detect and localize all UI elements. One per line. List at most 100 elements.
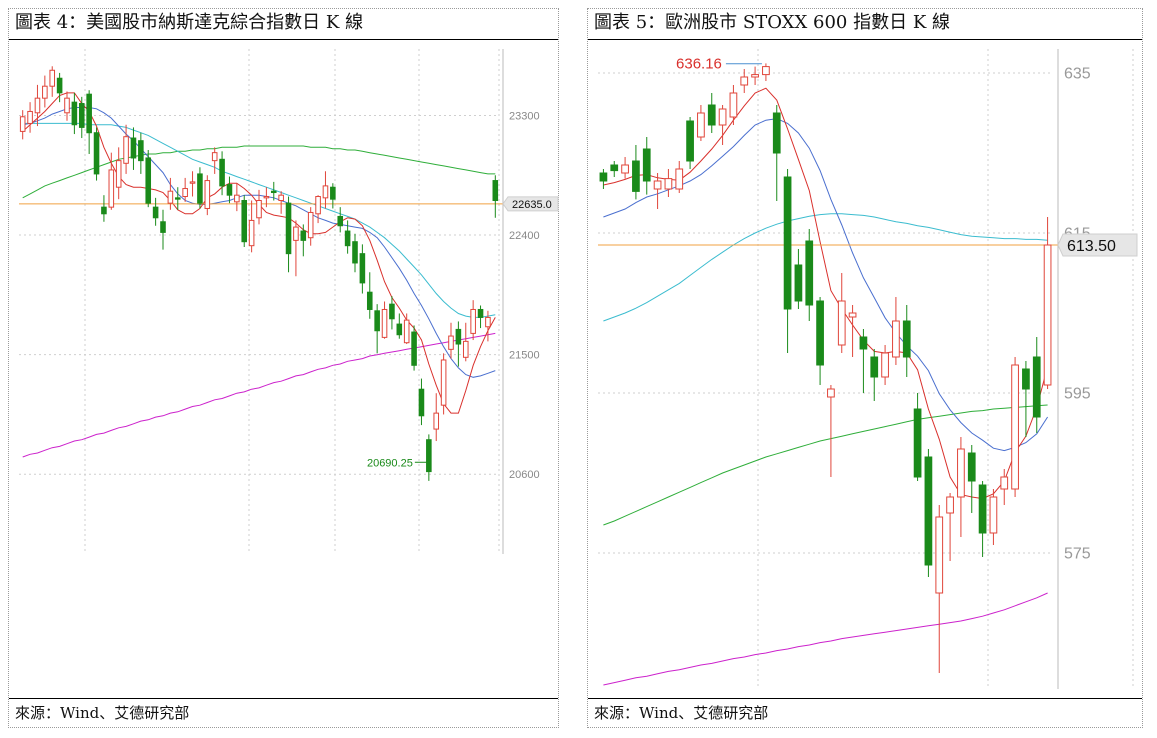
nasdaq-chart-panel: 圖表 4：美國股市納斯達克綜合指數日 K 線 20600 21500 22400 23… bbox=[8, 8, 559, 728]
candle-down bbox=[632, 160, 640, 192]
ma10-line bbox=[603, 118, 1049, 452]
candle-down bbox=[642, 148, 651, 182]
candle-down bbox=[902, 320, 911, 358]
panel-source-stoxx600: 來源：Wind、艾德研究部 bbox=[588, 698, 1142, 727]
candle-up bbox=[485, 316, 491, 328]
candle-down bbox=[337, 215, 344, 227]
candle-down bbox=[924, 456, 933, 566]
candle-down bbox=[610, 164, 619, 172]
candle-down bbox=[285, 202, 292, 255]
candle-up bbox=[751, 74, 759, 78]
candle-up bbox=[34, 97, 41, 114]
candle-down bbox=[859, 336, 868, 350]
candle-up bbox=[470, 308, 476, 334]
candle-down bbox=[794, 264, 803, 302]
candle-down bbox=[352, 241, 358, 264]
high-annotation-text: 636.16 bbox=[676, 56, 722, 73]
candle-down bbox=[160, 221, 166, 233]
candle-up bbox=[1000, 476, 1009, 490]
candle-up bbox=[740, 76, 749, 86]
candle-up bbox=[49, 69, 56, 87]
ma10-line bbox=[22, 107, 496, 378]
candle-up bbox=[322, 185, 329, 199]
candle-up bbox=[675, 168, 684, 190]
candle-up bbox=[762, 66, 770, 76]
candle-down bbox=[86, 93, 92, 134]
candle-down bbox=[686, 120, 694, 162]
candle-up bbox=[293, 226, 299, 241]
candle-down bbox=[772, 112, 781, 154]
candle-up bbox=[167, 190, 174, 204]
candle-down bbox=[197, 173, 203, 204]
candle-down bbox=[426, 439, 432, 473]
candle-down bbox=[477, 308, 484, 318]
candle-up bbox=[108, 169, 115, 208]
candle-down bbox=[1032, 356, 1041, 418]
candle-down bbox=[599, 172, 608, 182]
candle-up bbox=[64, 97, 70, 114]
candle-up bbox=[462, 340, 469, 358]
candle-up bbox=[115, 160, 122, 188]
last-price-label: 22635.0 bbox=[502, 196, 559, 212]
candle-up bbox=[718, 108, 727, 126]
candle-up bbox=[837, 300, 846, 346]
stoxx600-chart-panel: 圖表 5：歐洲股市 STOXX 600 指數日 K 線 575595615635… bbox=[587, 8, 1143, 728]
candle-down bbox=[455, 328, 462, 345]
candle-up bbox=[653, 180, 662, 190]
last-price-box bbox=[1057, 233, 1138, 257]
candle-down bbox=[241, 200, 248, 243]
candle-up bbox=[935, 516, 944, 594]
last-price-box bbox=[502, 196, 559, 212]
candle-up bbox=[892, 320, 900, 358]
candle-down bbox=[300, 230, 307, 241]
nasdaq-candlestick-chart: 20600 21500 22400 23300 22635.0 20690.25 bbox=[19, 49, 559, 554]
y-tick-label: 23300 bbox=[509, 110, 540, 122]
candle-up bbox=[946, 496, 954, 514]
candle-up bbox=[278, 194, 284, 201]
candle-up bbox=[433, 412, 440, 430]
candle-up bbox=[827, 388, 835, 398]
candle-up bbox=[263, 196, 270, 199]
candle-down bbox=[913, 408, 922, 478]
candle-up bbox=[664, 178, 673, 190]
candle-up bbox=[211, 152, 218, 162]
candle-up bbox=[403, 319, 410, 344]
candle-down bbox=[219, 158, 225, 187]
candle-down bbox=[56, 77, 63, 94]
candle-down bbox=[270, 190, 277, 194]
candle-down bbox=[78, 102, 85, 128]
candle-down bbox=[344, 230, 351, 247]
ma250-line bbox=[603, 592, 1048, 686]
ma20-line bbox=[22, 122, 496, 318]
candle-up bbox=[189, 181, 196, 184]
candle-down bbox=[174, 197, 181, 200]
candle-up bbox=[448, 335, 454, 350]
last-price-text: 22635.0 bbox=[512, 199, 552, 211]
candle-up bbox=[315, 196, 321, 215]
candle-down bbox=[374, 310, 380, 332]
y-tick-label: 595 bbox=[1064, 386, 1091, 403]
y-tick-label: 21500 bbox=[509, 350, 540, 362]
ma60-line bbox=[603, 404, 1048, 526]
candle-down bbox=[396, 323, 403, 336]
candle-down bbox=[418, 388, 425, 417]
candle-up bbox=[729, 92, 738, 118]
candle-down bbox=[152, 206, 159, 219]
candle-down bbox=[389, 303, 395, 320]
candle-down bbox=[707, 104, 716, 126]
ma5-line bbox=[22, 92, 496, 414]
candle-up bbox=[957, 448, 965, 498]
ma20-line bbox=[603, 213, 1048, 322]
candle-up bbox=[621, 164, 629, 174]
candle-up bbox=[1011, 364, 1019, 490]
candle-up bbox=[248, 219, 255, 247]
candle-up bbox=[234, 194, 240, 203]
candle-down bbox=[816, 300, 824, 366]
candle-up bbox=[182, 188, 188, 198]
candle-down bbox=[783, 176, 792, 310]
candle-down bbox=[366, 291, 373, 310]
candle-up bbox=[123, 136, 129, 164]
panel-title-stoxx600: 圖表 5：歐洲股市 STOXX 600 指數日 K 線 bbox=[588, 9, 1142, 40]
y-tick-label: 22400 bbox=[509, 230, 540, 242]
